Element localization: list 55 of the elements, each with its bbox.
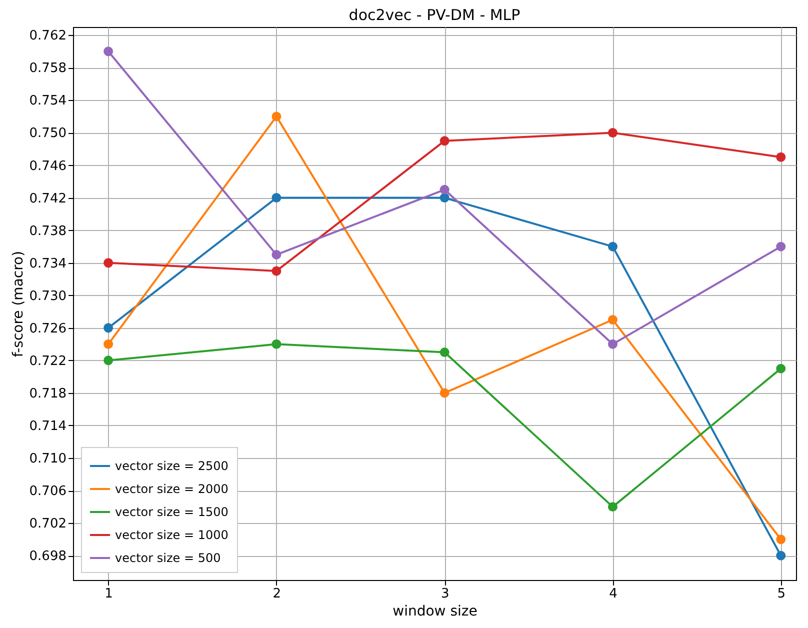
point (104, 46, 114, 56)
y-tick-label: 0.750 (29, 126, 66, 142)
point (104, 258, 114, 268)
point (104, 356, 114, 366)
y-tick-label: 0.702 (29, 516, 66, 532)
chart-title: doc2vec - PV-DM - MLP (348, 6, 520, 24)
point (440, 184, 450, 194)
x-tick-label: 2 (272, 586, 282, 602)
y-tick-label: 0.710 (29, 452, 66, 467)
point (440, 348, 450, 358)
point (776, 534, 786, 544)
x-tick-label: 1 (104, 586, 113, 602)
point (272, 266, 282, 276)
y-tick-label: 0.706 (29, 484, 66, 500)
point (104, 323, 114, 333)
x-tick-label: 3 (440, 586, 450, 602)
y-tick-label: 0.742 (29, 191, 66, 206)
x-tick-label: 4 (609, 586, 618, 602)
point (104, 339, 114, 349)
point (272, 250, 282, 260)
y-tick-label: 0.738 (29, 224, 66, 239)
x-axis-title: window size (392, 604, 478, 620)
y-tick-label: 0.746 (29, 158, 66, 174)
point (776, 364, 786, 374)
y-tick-label: 0.730 (29, 288, 66, 304)
point (440, 388, 450, 398)
legend-label: vector size = 1000 (115, 528, 228, 542)
y-tick-label: 0.758 (29, 61, 66, 76)
x-tick-label: 5 (777, 586, 786, 602)
point (272, 112, 282, 122)
legend-label: vector size = 500 (115, 551, 221, 565)
point (608, 242, 618, 252)
y-tick-label: 0.718 (29, 386, 66, 402)
y-tick-label: 0.726 (29, 321, 66, 336)
point (440, 193, 450, 203)
point (272, 339, 282, 349)
y-tick-label: 0.762 (29, 28, 66, 44)
legend-label: vector size = 2000 (115, 482, 228, 496)
legend-label: vector size = 1500 (115, 505, 228, 519)
y-axis-title: f-score (macro) (10, 250, 26, 358)
y-tick-label: 0.714 (29, 418, 66, 434)
y-tick-label: 0.754 (29, 94, 66, 109)
y-tick-label: 0.734 (29, 256, 66, 272)
point (776, 152, 786, 162)
point (776, 242, 786, 252)
point (608, 502, 618, 512)
y-tick-label: 0.722 (29, 354, 66, 369)
point (608, 339, 618, 349)
point (440, 136, 450, 146)
y-tick-label: 0.698 (29, 549, 66, 564)
point (776, 550, 786, 560)
point (608, 128, 618, 138)
point (608, 315, 618, 324)
point (272, 193, 282, 203)
legend-label: vector size = 2500 (115, 459, 228, 473)
